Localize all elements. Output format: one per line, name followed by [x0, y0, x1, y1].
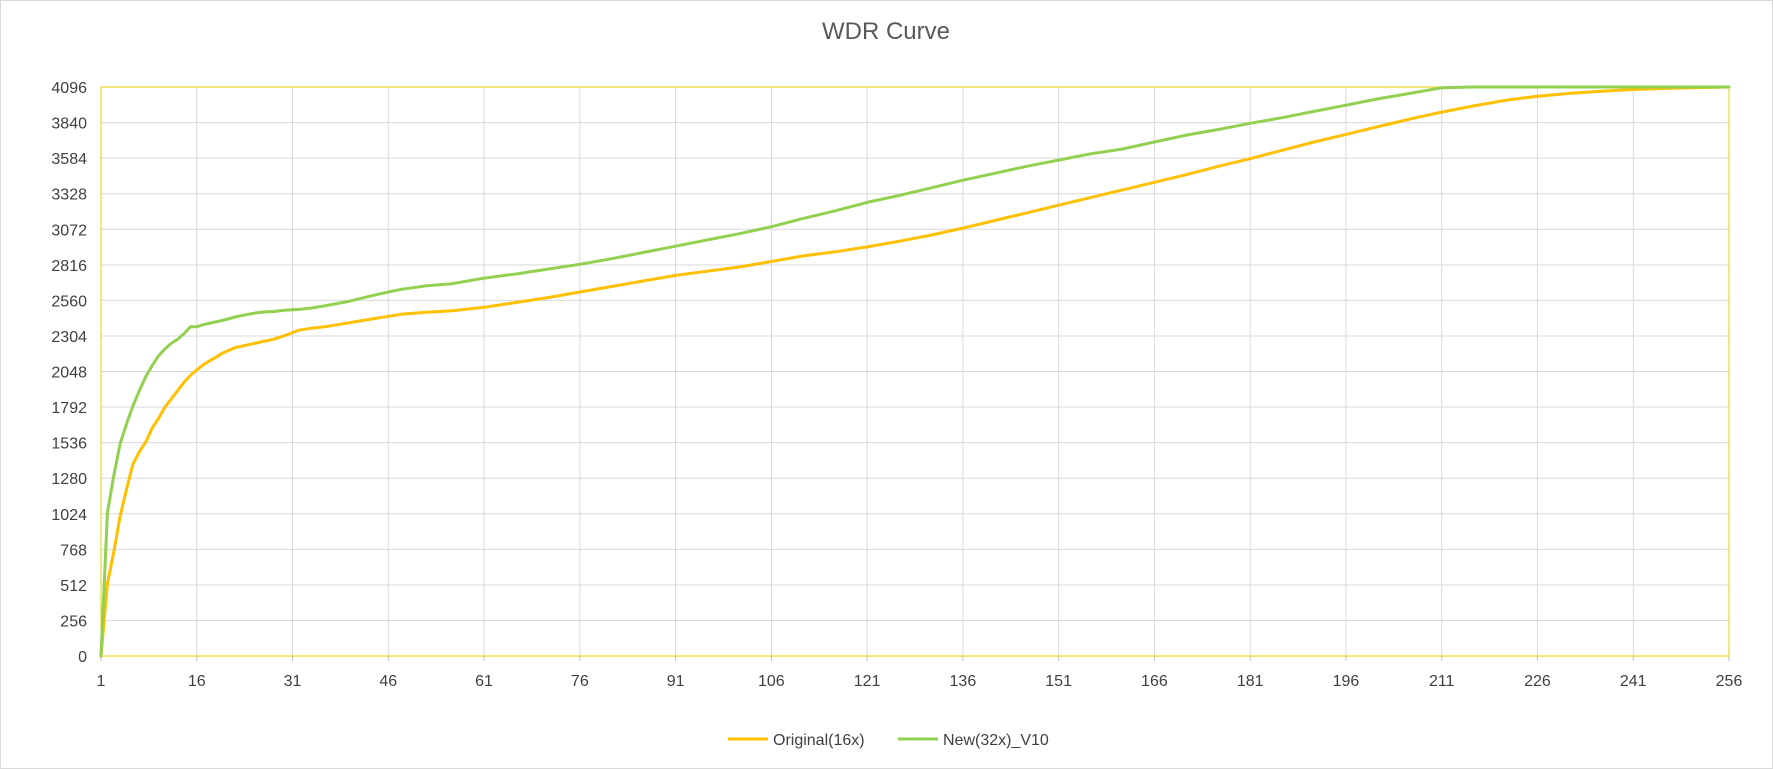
y-tick-label: 2048 — [51, 365, 87, 382]
y-tick-label: 1280 — [51, 471, 87, 488]
x-tick-label: 106 — [758, 673, 785, 690]
x-tick-label: 196 — [1333, 673, 1360, 690]
x-tick-label: 151 — [1045, 673, 1072, 690]
series-line-original — [99, 85, 1731, 658]
y-tick-label: 1024 — [51, 507, 87, 524]
x-tick-label: 166 — [1141, 673, 1168, 690]
x-tick-label: 16 — [188, 673, 206, 690]
y-tick-label: 0 — [78, 649, 87, 666]
y-tick-label: 2816 — [51, 258, 87, 275]
y-tick-label: 3584 — [51, 151, 87, 168]
x-tick-label: 181 — [1237, 673, 1264, 690]
y-tick-label: 3328 — [51, 187, 87, 204]
x-tick-label: 46 — [379, 673, 397, 690]
x-tick-label: 226 — [1524, 673, 1551, 690]
y-tick-label: 768 — [60, 542, 87, 559]
y-tick-label: 512 — [60, 578, 87, 595]
x-tick-label: 76 — [571, 673, 589, 690]
x-tick-label: 91 — [667, 673, 685, 690]
y-tick-label: 4096 — [51, 80, 87, 97]
y-tick-label: 3840 — [51, 116, 87, 133]
series-layer — [99, 85, 1731, 658]
x-tick-label: 136 — [950, 673, 977, 690]
x-tick-label: 121 — [854, 673, 881, 690]
plot-area-border — [100, 86, 1730, 657]
y-tick-label: 2304 — [51, 329, 87, 346]
x-tick-label: 241 — [1620, 673, 1647, 690]
x-tick-label: 211 — [1429, 673, 1455, 690]
y-tick-label: 1792 — [51, 400, 87, 417]
chart-title: WDR Curve — [822, 18, 950, 45]
x-tick-label: 1 — [97, 673, 106, 690]
grid-layer — [100, 86, 1730, 657]
x-tick-label: 31 — [284, 673, 302, 690]
axis-layer: 0 256 512 768 1024 1280 1536 1792 2048 2304 2560 28… — [51, 80, 1742, 690]
y-tick-label: 3072 — [51, 222, 87, 239]
x-tick-label: 256 — [1716, 673, 1743, 690]
y-tick-label: 2560 — [51, 293, 87, 310]
series-line-new — [99, 85, 1731, 658]
legend-label: New(32x)_V10 — [943, 732, 1049, 749]
legend: Original(16x) New(32x)_V10 — [728, 732, 1049, 749]
y-tick-label: 1536 — [51, 436, 87, 453]
legend-label: Original(16x) — [773, 732, 865, 749]
x-tick-label: 61 — [475, 673, 493, 690]
y-tick-label: 256 — [60, 613, 87, 630]
